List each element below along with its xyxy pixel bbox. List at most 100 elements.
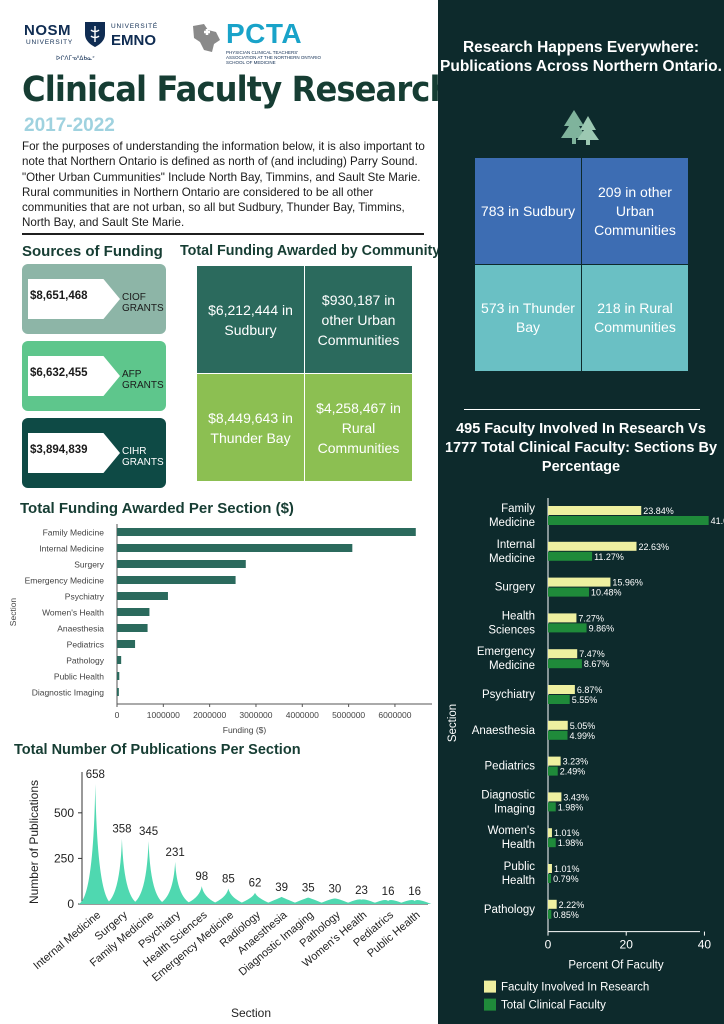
faculty-bar bbox=[548, 685, 575, 694]
faculty-bar bbox=[548, 649, 578, 659]
grant-amount: $3,894,839 bbox=[30, 444, 88, 456]
x-tick-label: 0 bbox=[545, 938, 552, 952]
faculty-bar bbox=[548, 659, 582, 669]
pub-cell-rural: 218 in Rural Communities bbox=[582, 265, 688, 371]
funding-bar bbox=[117, 608, 150, 616]
publication-spike bbox=[371, 900, 405, 904]
publication-spike bbox=[211, 888, 246, 904]
faculty-category-label: Imaging bbox=[494, 803, 535, 815]
year-range: 2017-2022 bbox=[24, 115, 115, 136]
faculty-bar bbox=[548, 909, 552, 919]
publication-value-label: 39 bbox=[275, 882, 288, 894]
faculty-value-label: 41.08% bbox=[711, 516, 724, 526]
publication-spike bbox=[185, 886, 219, 904]
faculty-value-label: 3.23% bbox=[563, 757, 589, 767]
faculty-bar bbox=[548, 695, 570, 704]
grant-label: CIOF GRANTS bbox=[122, 292, 164, 314]
faculty-bar bbox=[548, 864, 552, 873]
grant-label: CIHR GRANTS bbox=[122, 446, 164, 468]
publication-value-label: 98 bbox=[195, 871, 208, 883]
x-tick-label: 5000000 bbox=[332, 710, 365, 720]
faculty-value-label: 7.47% bbox=[579, 649, 605, 659]
funding-category-label: Women's Health bbox=[42, 608, 104, 618]
faculty-bar bbox=[548, 756, 561, 766]
faculty-category-label: Health bbox=[502, 839, 535, 851]
legend-label: Total Clinical Faculty bbox=[501, 1000, 606, 1012]
faculty-bar bbox=[548, 577, 611, 587]
funding-bar bbox=[117, 592, 168, 600]
legend-label: Faculty Involved In Research bbox=[501, 982, 649, 994]
faculty-bar bbox=[548, 587, 589, 597]
funding-bar bbox=[117, 672, 120, 680]
faculty-value-label: 1.98% bbox=[558, 802, 584, 812]
publication-value-label: 85 bbox=[222, 874, 235, 886]
community-cell-rural: $4,258,467 in Rural Communities bbox=[305, 374, 412, 481]
faculty-category-label: Public bbox=[504, 861, 536, 873]
y-tick-label: 500 bbox=[54, 806, 74, 820]
faculty-category-label: Health bbox=[502, 610, 535, 622]
funding-bar bbox=[117, 640, 136, 648]
faculty-value-label: 0.85% bbox=[553, 910, 579, 920]
faculty-category-label: Anaesthesia bbox=[472, 725, 536, 737]
funding-category-label: Emergency Medicine bbox=[25, 576, 105, 586]
grant-card-cihr: $3,894,839 CIHR GRANTS bbox=[22, 418, 166, 488]
grant-card-ciof: $8,651,468 CIOF GRANTS bbox=[22, 264, 166, 334]
funding-category-label: Pediatrics bbox=[67, 640, 104, 650]
right-divider bbox=[464, 409, 700, 410]
publication-spike bbox=[398, 900, 432, 904]
divider bbox=[22, 233, 424, 235]
faculty-category-label: Women's bbox=[488, 825, 536, 837]
faculty-value-label: 1.01% bbox=[554, 828, 580, 838]
publication-spike bbox=[238, 892, 272, 904]
faculty-value-label: 1.98% bbox=[558, 838, 584, 848]
faculty-category-label: Medicine bbox=[489, 660, 535, 672]
funding-chart-title: Total Funding Awarded Per Section ($) bbox=[20, 500, 294, 517]
funding-bar bbox=[117, 560, 246, 568]
nosm-logo: NOSM UNIVERSITY UNIVERSITÉ EMNO ᐅᒋᐱᒥᓀᐦᐃᑲ… bbox=[24, 20, 174, 70]
nosm-university: UNIVERSITY bbox=[26, 39, 74, 46]
pub-cell-thunder-bay: 573 in Thunder Bay bbox=[475, 265, 581, 371]
faculty-value-label: 5.55% bbox=[572, 695, 598, 705]
publication-spike bbox=[105, 838, 139, 904]
faculty-bar bbox=[548, 766, 558, 776]
faculty-value-label: 22.63% bbox=[639, 542, 670, 552]
y-axis-title: Section bbox=[447, 704, 459, 742]
x-tick-label: 20 bbox=[620, 938, 634, 952]
faculty-value-label: 1.01% bbox=[554, 864, 580, 874]
faculty-value-label: 6.87% bbox=[577, 685, 603, 695]
funding-category-label: Internal Medicine bbox=[39, 544, 104, 554]
y-tick-label: 0 bbox=[67, 897, 74, 911]
funding-bar bbox=[117, 544, 353, 552]
legend-swatch bbox=[484, 998, 496, 1011]
funding-category-label: Psychiatry bbox=[65, 592, 105, 602]
ontario-map-icon bbox=[193, 24, 220, 52]
x-axis-title: Percent Of Faculty bbox=[568, 960, 663, 972]
faculty-value-label: 5.05% bbox=[570, 721, 596, 731]
right-panel: Research Happens Everywhere: Publication… bbox=[438, 0, 724, 1024]
faculty-value-label: 8.67% bbox=[584, 659, 610, 669]
y-tick-label: 250 bbox=[54, 851, 74, 865]
faculty-category-label: Diagnostic bbox=[481, 789, 535, 801]
publication-value-label: 16 bbox=[382, 886, 395, 898]
publication-spike bbox=[264, 896, 299, 904]
faculty-bar bbox=[548, 730, 568, 740]
funding-category-label: Pathology bbox=[66, 656, 105, 666]
publication-value-label: 30 bbox=[328, 884, 341, 896]
faculty-value-label: 2.22% bbox=[559, 900, 585, 910]
intro-paragraph: For the purposes of understanding the in… bbox=[22, 140, 425, 230]
publication-value-label: 35 bbox=[302, 883, 315, 895]
legend-swatch bbox=[484, 980, 496, 993]
funding-category-label: Family Medicine bbox=[43, 528, 105, 538]
x-tick-label: 1000000 bbox=[147, 710, 180, 720]
faculty-category-label: Family bbox=[501, 503, 535, 515]
publication-value-label: 358 bbox=[112, 824, 131, 836]
pine-trees-icon bbox=[561, 110, 599, 145]
publication-spike bbox=[158, 861, 192, 904]
publication-value-label: 23 bbox=[355, 885, 368, 897]
community-cell-thunder-bay: $8,449,643 in Thunder Bay bbox=[197, 374, 304, 481]
publication-value-label: 62 bbox=[249, 878, 262, 890]
shield-icon bbox=[85, 22, 105, 47]
community-cell-sudbury: $6,212,444 in Sudbury bbox=[197, 266, 304, 373]
pcta-logo: PCTA PHYSICIAN CLINICAL TEACHERS' ASSOCI… bbox=[190, 18, 330, 65]
funding-category-label: Surgery bbox=[74, 560, 105, 570]
